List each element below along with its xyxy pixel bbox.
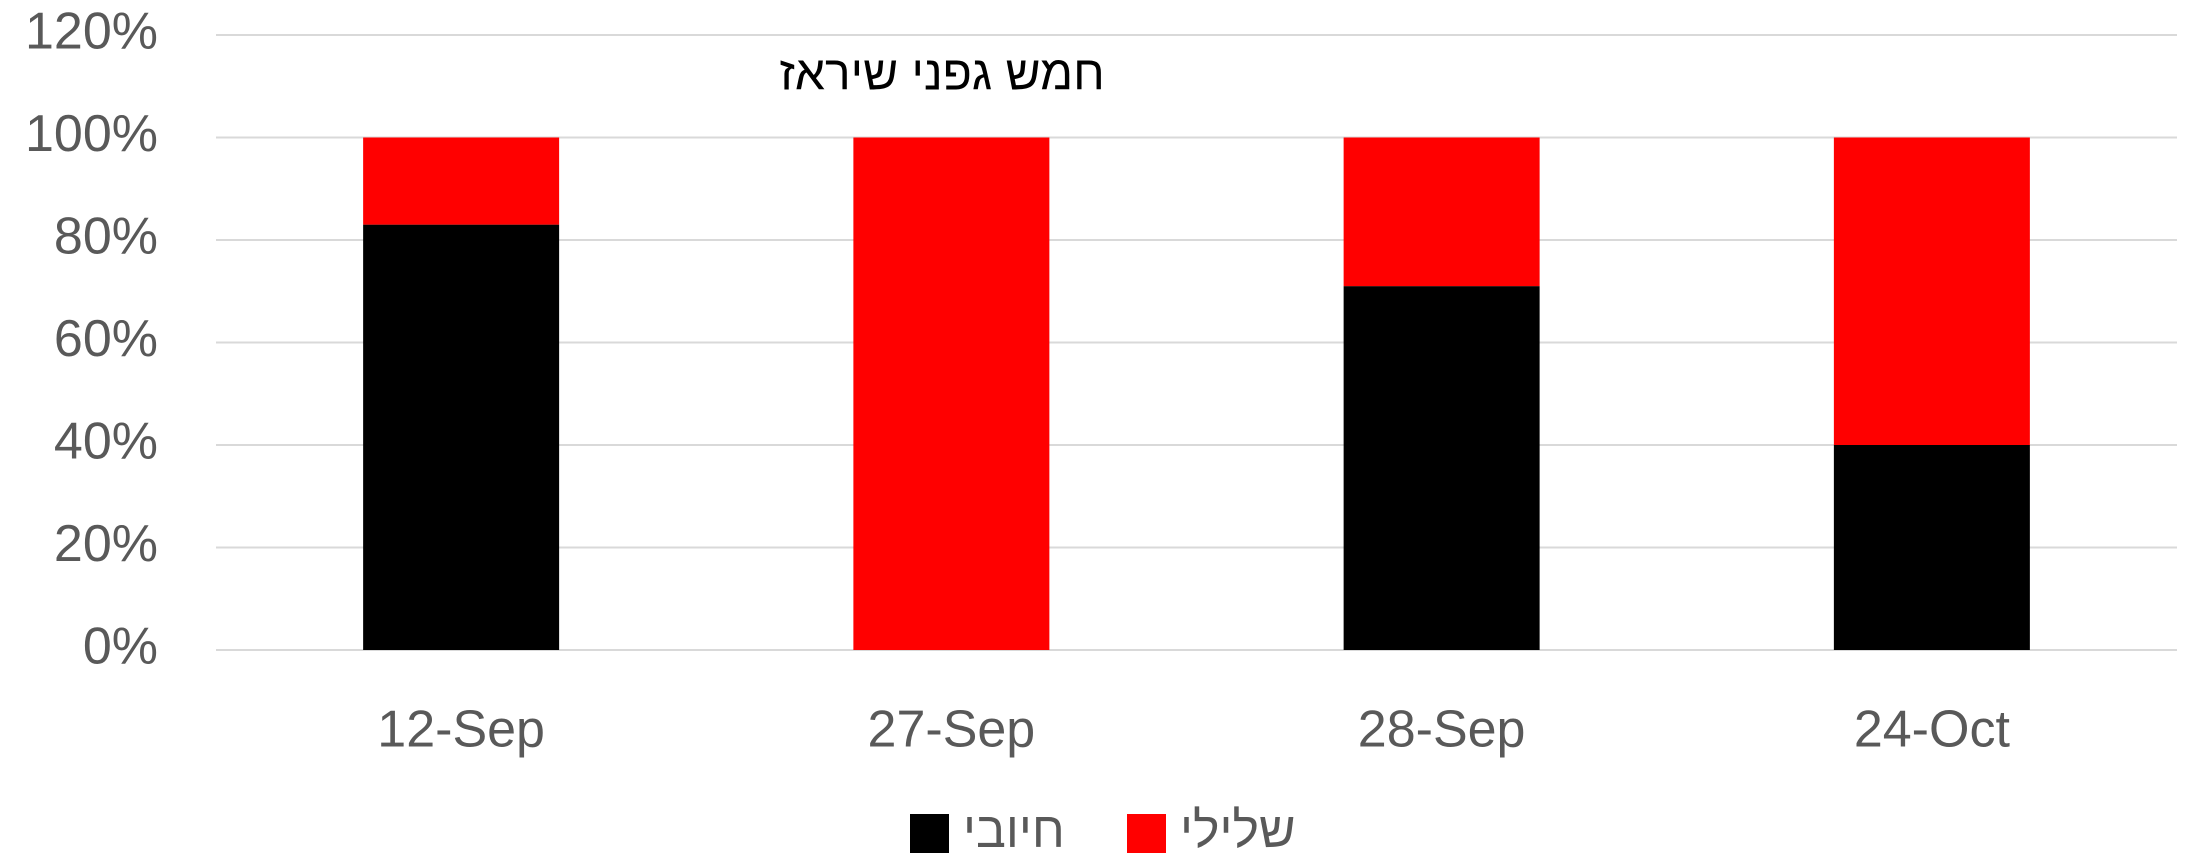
y-tick-label: 100% — [25, 105, 158, 163]
legend-swatch — [910, 814, 949, 853]
x-tick-label: 24-Oct — [1854, 701, 2011, 759]
bar-segment — [1833, 445, 2030, 650]
bar-segment — [1343, 137, 1540, 287]
legend-label: שלילי — [1180, 802, 1295, 858]
x-tick-label: 27-Sep — [868, 701, 1036, 759]
bar-segment — [1833, 137, 2030, 445]
y-tick-label: 60% — [54, 310, 158, 368]
legend-label: חיובי — [963, 802, 1065, 858]
legend-swatch — [1127, 814, 1166, 853]
bar-segment — [363, 137, 560, 225]
bar-segment — [363, 224, 560, 650]
x-tick-label: 28-Sep — [1358, 701, 1526, 759]
x-tick-label: 12-Sep — [377, 701, 545, 759]
y-tick-label: 40% — [54, 413, 158, 471]
y-tick-label: 120% — [25, 3, 158, 61]
chart-title: חמש גפני שיראז — [779, 48, 1104, 101]
y-tick-label: 0% — [83, 618, 158, 676]
y-tick-label: 80% — [54, 208, 158, 266]
bar-segment — [1343, 286, 1540, 650]
y-tick-label: 20% — [54, 515, 158, 573]
bar-segment — [853, 137, 1050, 650]
